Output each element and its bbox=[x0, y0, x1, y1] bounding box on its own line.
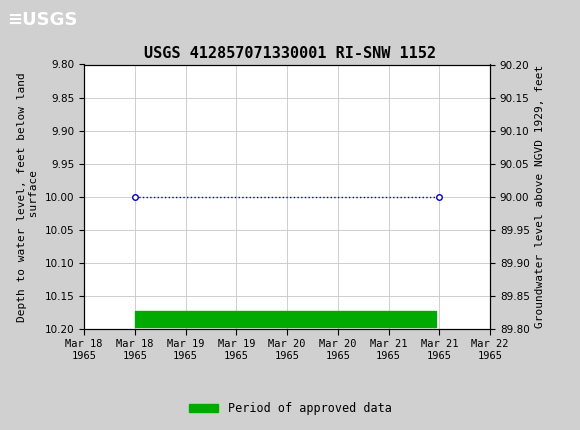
Text: ≡USGS: ≡USGS bbox=[7, 11, 78, 29]
Legend: Period of approved data: Period of approved data bbox=[184, 397, 396, 420]
Y-axis label: Depth to water level, feet below land
 surface: Depth to water level, feet below land su… bbox=[17, 72, 39, 322]
Y-axis label: Groundwater level above NGVD 1929, feet: Groundwater level above NGVD 1929, feet bbox=[535, 65, 545, 329]
Text: USGS 412857071330001 RI-SNW 1152: USGS 412857071330001 RI-SNW 1152 bbox=[144, 46, 436, 61]
